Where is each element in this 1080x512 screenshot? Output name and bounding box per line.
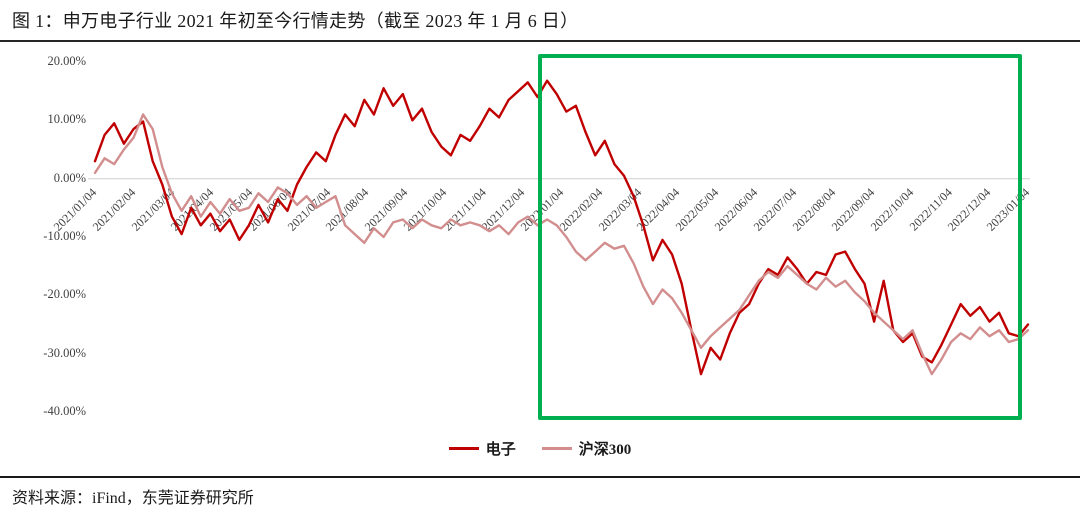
legend-item: 电子 (448, 438, 516, 459)
y-axis-label: -20.00% (43, 287, 86, 302)
chart-legend: 电子 沪深300 (0, 438, 1080, 459)
y-axis-label: -40.00% (43, 404, 86, 418)
figure-title: 图 1：申万电子行业 2021 年初至今行情走势（截至 2023 年 1 月 6… (12, 11, 579, 31)
legend-item: 沪深300 (541, 438, 632, 459)
legend-label: 沪深300 (578, 442, 632, 458)
y-axis-label: 20.00% (47, 54, 86, 68)
legend-swatch (448, 447, 479, 450)
y-axis-label: -10.00% (43, 229, 86, 243)
legend-swatch (541, 447, 572, 450)
title-divider (0, 40, 1080, 42)
y-axis-label: -30.00% (43, 345, 86, 360)
y-axis-label: 10.00% (47, 112, 86, 127)
source-note: 资料来源：iFind，东莞证券研究所 (12, 490, 254, 507)
y-axis-label: 0.00% (53, 170, 86, 185)
highlight-box (538, 54, 1022, 420)
source-divider (0, 476, 1080, 478)
chart-area: 20.00% 10.00% 0.00% -10.00% -20.00% -30.00% -4… (0, 40, 1080, 476)
legend-label: 电子 (485, 442, 516, 458)
